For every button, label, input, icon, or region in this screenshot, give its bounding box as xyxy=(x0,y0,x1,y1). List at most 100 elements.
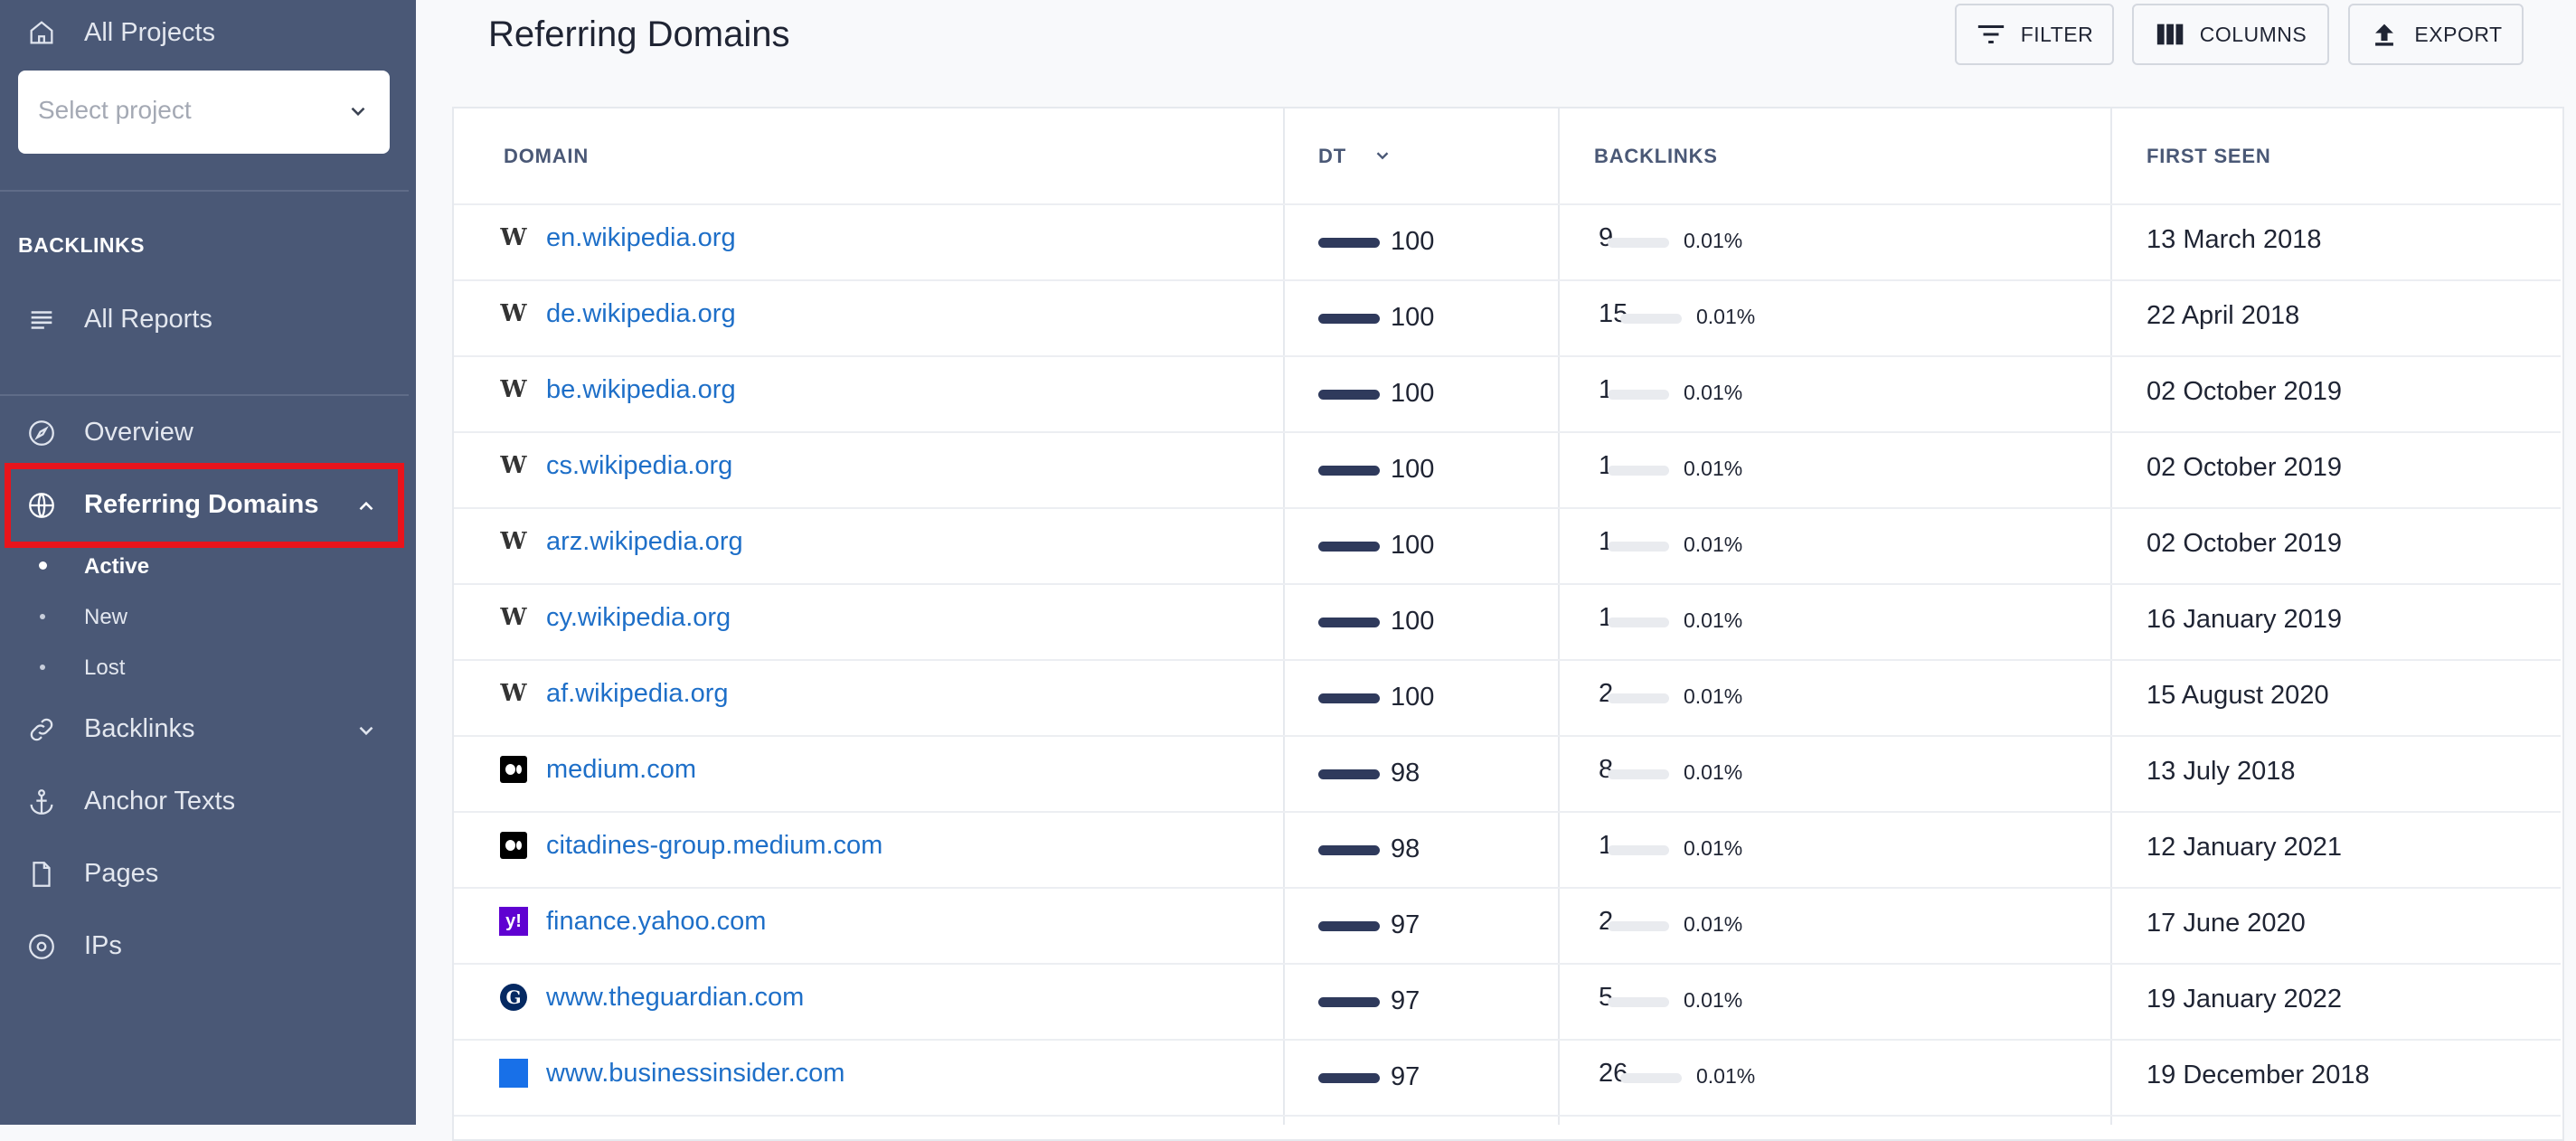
sidebar-item-ips[interactable]: IPs xyxy=(0,919,409,974)
medium-icon-glyph xyxy=(500,756,527,783)
row-divider xyxy=(454,355,2561,357)
column-header-dt[interactable]: DT xyxy=(1318,145,1389,168)
column-header-first-seen[interactable]: FIRST SEEN xyxy=(2147,145,2271,167)
sidebar-item-label: Anchor Texts xyxy=(84,787,236,816)
sidebar-subitem-label: New xyxy=(84,605,128,629)
domain-link[interactable]: finance.yahoo.com xyxy=(546,907,767,936)
dt-value: 100 xyxy=(1391,455,1435,484)
domain-link[interactable]: de.wikipedia.org xyxy=(546,299,736,328)
first-seen-date: 02 October 2019 xyxy=(2147,453,2343,482)
table-row: medium.com 98 8 0.01% 13 July 2018 xyxy=(454,737,2561,813)
row-divider xyxy=(454,735,2561,737)
sidebar-item-label: All Reports xyxy=(84,305,212,334)
dt-value: 98 xyxy=(1391,835,1420,863)
wikipedia-icon: W xyxy=(499,679,528,708)
anchor-icon xyxy=(25,786,58,818)
row-divider xyxy=(454,659,2561,661)
filter-button[interactable]: FILTER xyxy=(1955,4,2114,65)
sidebar-subitem-active[interactable]: Active xyxy=(0,547,409,587)
domain-link[interactable]: be.wikipedia.org xyxy=(546,375,736,404)
row-divider xyxy=(454,1115,2561,1117)
dt-value: 98 xyxy=(1391,759,1420,787)
all-projects-label: All Projects xyxy=(84,18,216,47)
wikipedia-icon: W xyxy=(499,375,528,404)
sidebar-item-anchor-texts[interactable]: Anchor Texts xyxy=(0,775,409,829)
sidebar-section-title: BACKLINKS xyxy=(18,233,145,257)
backlinks-share-bar xyxy=(1608,542,1669,552)
sidebar-item-label: Overview xyxy=(84,418,193,447)
list-icon xyxy=(25,304,58,336)
target-icon xyxy=(25,930,58,963)
sidebar-subitem-new[interactable]: New xyxy=(0,598,409,637)
bullet-icon xyxy=(40,614,45,619)
row-divider xyxy=(454,887,2561,889)
sidebar-item-all-reports[interactable]: All Reports xyxy=(0,293,409,347)
dt-bar xyxy=(1318,618,1380,627)
wikipedia-icon-glyph: W xyxy=(500,224,527,251)
wikipedia-icon-glyph: W xyxy=(500,300,527,327)
backlinks-share-percent: 0.01% xyxy=(1696,305,1756,328)
sidebar-item-pages[interactable]: Pages xyxy=(0,847,409,901)
backlinks-share-bar xyxy=(1620,314,1682,324)
bullet-icon xyxy=(40,665,45,670)
sidebar-subitem-lost[interactable]: Lost xyxy=(0,648,409,688)
backlinks-share-percent: 0.01% xyxy=(1684,533,1743,556)
bullet-icon xyxy=(39,561,47,570)
wikipedia-icon: W xyxy=(499,223,528,252)
backlinks-share-percent: 0.01% xyxy=(1684,988,1743,1012)
link-icon xyxy=(25,713,58,746)
all-projects-link[interactable]: All Projects xyxy=(0,0,416,67)
domain-link[interactable]: cs.wikipedia.org xyxy=(546,451,733,480)
first-seen-date: 19 January 2022 xyxy=(2147,985,2343,1014)
guardian-icon: G xyxy=(499,983,528,1012)
globe-icon xyxy=(25,489,58,522)
row-divider xyxy=(454,507,2561,509)
first-seen-date: 02 October 2019 xyxy=(2147,377,2343,406)
first-seen-date: 19 December 2018 xyxy=(2147,1061,2370,1089)
filter-button-label: FILTER xyxy=(2020,22,2094,46)
domain-link[interactable]: af.wikipedia.org xyxy=(546,679,729,708)
sidebar-divider xyxy=(0,190,409,192)
dt-value: 97 xyxy=(1391,1062,1420,1091)
wikipedia-icon: W xyxy=(499,527,528,556)
domain-link[interactable]: www.businessinsider.com xyxy=(546,1059,845,1088)
columns-button[interactable]: COLUMNS xyxy=(2132,4,2329,65)
dt-value: 100 xyxy=(1391,683,1435,712)
backlinks-share-bar xyxy=(1608,921,1669,931)
column-header-domain[interactable]: DOMAIN xyxy=(504,145,590,167)
sidebar-item-overview[interactable]: Overview xyxy=(0,406,409,460)
column-header-backlinks[interactable]: BACKLINKS xyxy=(1594,145,1718,167)
backlinks-share-percent: 0.01% xyxy=(1696,1064,1756,1088)
wikipedia-icon: W xyxy=(499,299,528,328)
column-divider xyxy=(1283,108,1285,1125)
project-select[interactable]: Select project xyxy=(18,71,390,154)
first-seen-date: 13 July 2018 xyxy=(2147,757,2296,786)
dt-bar xyxy=(1318,314,1380,324)
domain-link[interactable]: en.wikipedia.org xyxy=(546,223,736,252)
guardian-icon-glyph: G xyxy=(500,984,527,1011)
backlinks-share-bar xyxy=(1608,693,1669,703)
sidebar-item-backlinks[interactable]: Backlinks xyxy=(0,703,409,757)
row-divider xyxy=(454,279,2561,281)
file-icon xyxy=(25,858,58,891)
first-seen-date: 17 June 2020 xyxy=(2147,909,2306,938)
row-divider xyxy=(454,811,2561,813)
wikipedia-icon-glyph: W xyxy=(500,680,527,707)
domain-link[interactable]: www.theguardian.com xyxy=(546,983,805,1012)
dt-value: 100 xyxy=(1391,303,1435,332)
backlinks-share-bar xyxy=(1620,1073,1682,1083)
domain-link[interactable]: citadines-group.medium.com xyxy=(546,831,883,860)
export-button[interactable]: EXPORT xyxy=(2348,4,2524,65)
sidebar-item-referring-domains[interactable]: Referring Domains xyxy=(0,478,409,533)
dt-bar xyxy=(1318,238,1380,248)
backlinks-share-percent: 0.01% xyxy=(1684,381,1743,404)
backlinks-share-bar xyxy=(1608,466,1669,476)
domain-link[interactable]: arz.wikipedia.org xyxy=(546,527,743,556)
backlinks-share-percent: 0.01% xyxy=(1684,760,1743,784)
domain-link[interactable]: medium.com xyxy=(546,755,696,784)
first-seen-date: 13 March 2018 xyxy=(2147,225,2322,254)
chevron-down-icon xyxy=(359,726,373,736)
domain-link[interactable]: cy.wikipedia.org xyxy=(546,603,731,632)
